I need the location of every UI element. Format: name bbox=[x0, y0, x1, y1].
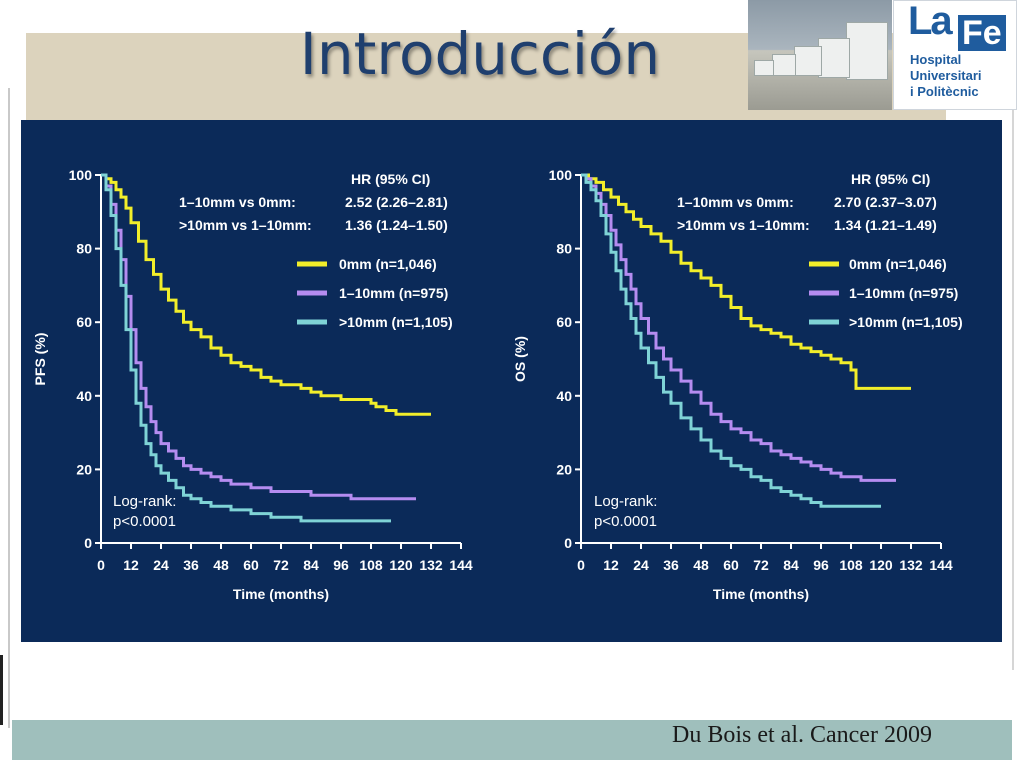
km-curve-1 bbox=[581, 173, 896, 482]
y-tick-label: 80 bbox=[556, 241, 572, 257]
hr-row-value: 1.36 (1.24–1.50) bbox=[345, 217, 448, 233]
hr-header: HR (95% CI) bbox=[851, 171, 930, 187]
logrank-text: Log-rank: bbox=[594, 493, 657, 510]
legend-label: >10mm (n=1,105) bbox=[849, 314, 963, 330]
y-tick-label: 0 bbox=[84, 535, 92, 551]
y-tick-label: 20 bbox=[556, 461, 572, 477]
x-tick-label: 0 bbox=[577, 557, 585, 573]
y-tick-label: 20 bbox=[76, 461, 92, 477]
slide-right-rule bbox=[1012, 110, 1014, 670]
slide-title: Introducción bbox=[299, 20, 661, 88]
hospital-logo: La Fe Hospital Universitari i Politècnic bbox=[893, 0, 1017, 110]
x-tick-label: 132 bbox=[419, 557, 443, 573]
x-tick-label: 24 bbox=[153, 557, 169, 573]
logo-line-universitari: Universitari bbox=[910, 68, 982, 83]
x-tick-label: 60 bbox=[723, 557, 739, 573]
x-tick-label: 108 bbox=[359, 557, 383, 573]
y-tick-label: 100 bbox=[69, 167, 93, 183]
km-curve-0 bbox=[581, 173, 911, 390]
km-curve-0 bbox=[101, 173, 431, 416]
x-tick-label: 36 bbox=[663, 557, 679, 573]
y-tick-label: 0 bbox=[564, 535, 572, 551]
hr-row-value: 2.52 (2.26–2.81) bbox=[345, 194, 448, 210]
y-tick-label: 40 bbox=[76, 388, 92, 404]
y-axis-title: PFS (%) bbox=[32, 333, 48, 386]
x-tick-label: 48 bbox=[213, 557, 229, 573]
slide-left-rule bbox=[8, 88, 10, 728]
x-axis-title: Time (months) bbox=[713, 586, 809, 602]
y-tick-label: 60 bbox=[76, 314, 92, 330]
legend-label: 1–10mm (n=975) bbox=[849, 285, 958, 301]
y-tick-label: 100 bbox=[549, 167, 573, 183]
y-tick-label: 40 bbox=[556, 388, 572, 404]
legend-label: >10mm (n=1,105) bbox=[339, 314, 453, 330]
hr-row-label: >10mm vs 1–10mm: bbox=[677, 217, 810, 233]
legend-label: 1–10mm (n=975) bbox=[339, 285, 448, 301]
x-tick-label: 96 bbox=[333, 557, 349, 573]
km-curve-2 bbox=[581, 173, 881, 508]
logo-line-hospital: Hospital bbox=[910, 52, 962, 67]
hr-header: HR (95% CI) bbox=[351, 171, 430, 187]
x-tick-label: 12 bbox=[603, 557, 619, 573]
y-axis-title: OS (%) bbox=[512, 336, 528, 382]
hr-row-label: 1–10mm vs 0mm: bbox=[179, 194, 296, 210]
x-tick-label: 12 bbox=[123, 557, 139, 573]
citation-text: Du Bois et al. Cancer 2009 bbox=[672, 722, 932, 748]
x-tick-label: 84 bbox=[783, 557, 799, 573]
x-tick-label: 108 bbox=[839, 557, 863, 573]
hr-row-label: 1–10mm vs 0mm: bbox=[677, 194, 794, 210]
hr-row-value: 2.70 (2.37–3.07) bbox=[834, 194, 937, 210]
x-tick-label: 144 bbox=[929, 557, 953, 573]
logrank-text: Log-rank: bbox=[113, 493, 176, 510]
footer-bar bbox=[12, 720, 1012, 760]
logrank-text: p<0.0001 bbox=[594, 513, 657, 530]
logo-fe-text: Fe bbox=[958, 15, 1006, 51]
x-tick-label: 84 bbox=[303, 557, 319, 573]
y-tick-label: 60 bbox=[556, 314, 572, 330]
x-tick-label: 60 bbox=[243, 557, 259, 573]
x-tick-label: 120 bbox=[869, 557, 893, 573]
logrank-text: p<0.0001 bbox=[113, 513, 176, 530]
slide-edge-mark bbox=[0, 655, 3, 725]
hr-row-label: >10mm vs 1–10mm: bbox=[179, 217, 312, 233]
y-tick-label: 80 bbox=[76, 241, 92, 257]
x-tick-label: 0 bbox=[97, 557, 105, 573]
x-tick-label: 72 bbox=[753, 557, 769, 573]
x-tick-label: 144 bbox=[449, 557, 473, 573]
x-tick-label: 96 bbox=[813, 557, 829, 573]
km-curve-2 bbox=[101, 173, 391, 523]
hospital-building-photo bbox=[748, 0, 892, 110]
hr-row-value: 1.34 (1.21–1.49) bbox=[834, 217, 937, 233]
legend-label: 0mm (n=1,046) bbox=[339, 256, 437, 272]
kaplan-meier-panel: 0 20 40 60 80 100 0 12 24 36 48 60 72 84 96 108 120 132 14… bbox=[21, 120, 1002, 642]
x-tick-label: 36 bbox=[183, 557, 199, 573]
x-tick-label: 120 bbox=[389, 557, 413, 573]
logo-la-text: La bbox=[908, 0, 953, 43]
x-tick-label: 72 bbox=[273, 557, 289, 573]
logo-line-politecnic: i Politècnic bbox=[910, 84, 979, 99]
x-axis-title: Time (months) bbox=[233, 586, 329, 602]
x-tick-label: 48 bbox=[693, 557, 709, 573]
legend-label: 0mm (n=1,046) bbox=[849, 256, 947, 272]
x-tick-label: 24 bbox=[633, 557, 649, 573]
x-tick-label: 132 bbox=[899, 557, 923, 573]
km-curve-1 bbox=[101, 173, 416, 501]
